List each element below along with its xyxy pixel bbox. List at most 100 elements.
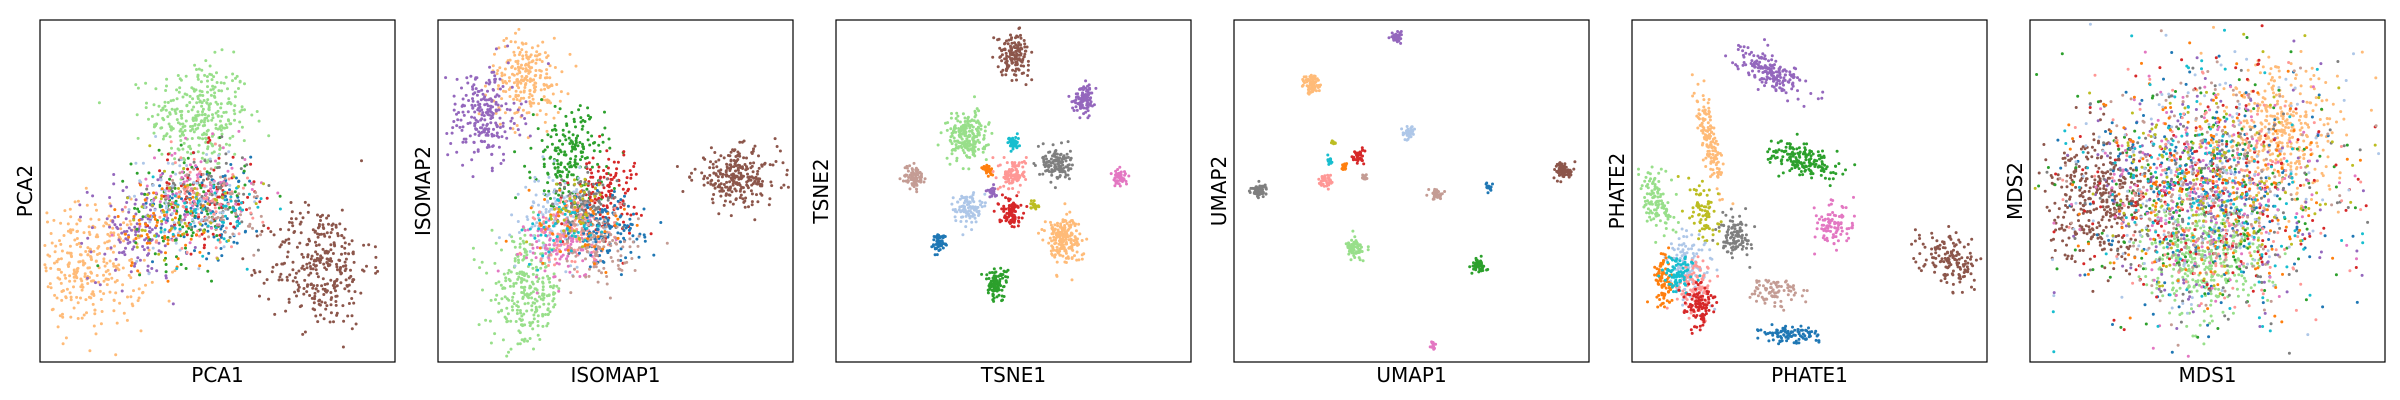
data-point xyxy=(542,192,546,196)
data-point xyxy=(508,95,512,98)
data-point xyxy=(584,201,587,205)
data-point xyxy=(213,206,217,210)
data-point xyxy=(207,208,211,212)
data-point xyxy=(146,217,150,221)
data-point xyxy=(968,129,971,133)
data-point xyxy=(573,160,577,164)
data-point xyxy=(68,274,72,278)
data-point xyxy=(335,313,339,317)
data-point xyxy=(755,172,759,176)
data-point xyxy=(313,294,317,298)
data-point xyxy=(231,232,235,236)
data-point xyxy=(574,235,578,238)
data-point xyxy=(511,308,515,312)
data-point xyxy=(502,89,505,93)
data-point xyxy=(501,124,505,128)
data-point xyxy=(224,226,228,230)
data-point xyxy=(1009,149,1013,153)
data-point xyxy=(147,248,151,252)
data-point xyxy=(606,218,610,222)
data-point xyxy=(543,198,547,201)
data-point xyxy=(485,146,489,149)
data-point xyxy=(547,302,551,306)
data-point xyxy=(534,61,538,65)
data-point xyxy=(329,291,333,294)
data-point xyxy=(133,262,137,265)
data-point xyxy=(211,116,215,120)
data-point xyxy=(742,190,746,194)
data-point xyxy=(524,122,528,126)
data-point xyxy=(734,175,738,178)
data-point xyxy=(99,298,103,301)
data-point xyxy=(183,201,187,205)
data-point xyxy=(470,115,474,119)
data-point xyxy=(182,180,186,184)
data-point xyxy=(757,166,761,170)
data-point xyxy=(553,66,557,69)
data-point xyxy=(1094,86,1098,90)
data-point xyxy=(558,169,562,173)
data-point xyxy=(188,177,192,181)
data-point xyxy=(581,216,585,220)
data-point xyxy=(151,260,154,264)
data-point xyxy=(536,314,540,318)
data-point xyxy=(251,182,255,186)
data-point xyxy=(237,185,240,188)
data-point xyxy=(135,227,139,231)
data-point xyxy=(556,232,560,236)
data-point xyxy=(584,182,588,186)
data-point xyxy=(265,278,269,282)
data-point xyxy=(479,118,483,122)
data-point xyxy=(955,111,959,115)
data-point xyxy=(43,263,47,267)
data-point xyxy=(316,213,319,217)
data-point xyxy=(616,217,620,221)
data-point xyxy=(989,173,993,176)
data-point xyxy=(144,201,148,205)
data-point xyxy=(642,207,646,211)
data-point xyxy=(173,269,177,273)
data-point xyxy=(180,218,184,222)
data-point xyxy=(205,196,209,199)
data-point xyxy=(134,233,138,237)
data-point xyxy=(1083,97,1087,101)
data-point xyxy=(612,160,616,164)
data-point xyxy=(170,196,174,200)
data-point xyxy=(305,262,309,266)
data-point xyxy=(490,169,494,173)
data-point xyxy=(706,181,710,185)
data-point xyxy=(1068,158,1072,162)
data-point xyxy=(163,228,167,232)
data-point xyxy=(513,53,517,57)
data-point xyxy=(173,161,177,165)
data-point xyxy=(222,237,226,241)
data-point xyxy=(206,98,210,102)
data-point xyxy=(1013,173,1017,177)
data-point xyxy=(329,248,333,252)
data-point xyxy=(515,124,519,127)
data-point xyxy=(62,234,66,237)
data-point xyxy=(632,212,635,216)
data-point xyxy=(473,104,477,107)
data-point xyxy=(331,284,335,287)
data-point xyxy=(507,76,511,80)
data-point xyxy=(521,57,525,61)
data-point xyxy=(633,187,637,191)
data-point xyxy=(255,110,259,113)
data-point xyxy=(352,260,356,264)
data-point xyxy=(538,246,542,250)
data-point xyxy=(1004,61,1008,65)
data-point xyxy=(559,90,563,94)
data-point xyxy=(756,182,760,186)
data-point xyxy=(224,123,228,127)
data-point xyxy=(141,215,145,219)
data-point xyxy=(189,222,193,226)
data-point xyxy=(82,231,86,235)
data-point xyxy=(190,137,194,140)
data-point xyxy=(214,159,217,163)
data-point xyxy=(79,245,82,249)
data-point xyxy=(603,208,607,212)
data-point xyxy=(56,325,60,329)
data-point xyxy=(150,267,154,270)
data-point xyxy=(200,156,204,160)
